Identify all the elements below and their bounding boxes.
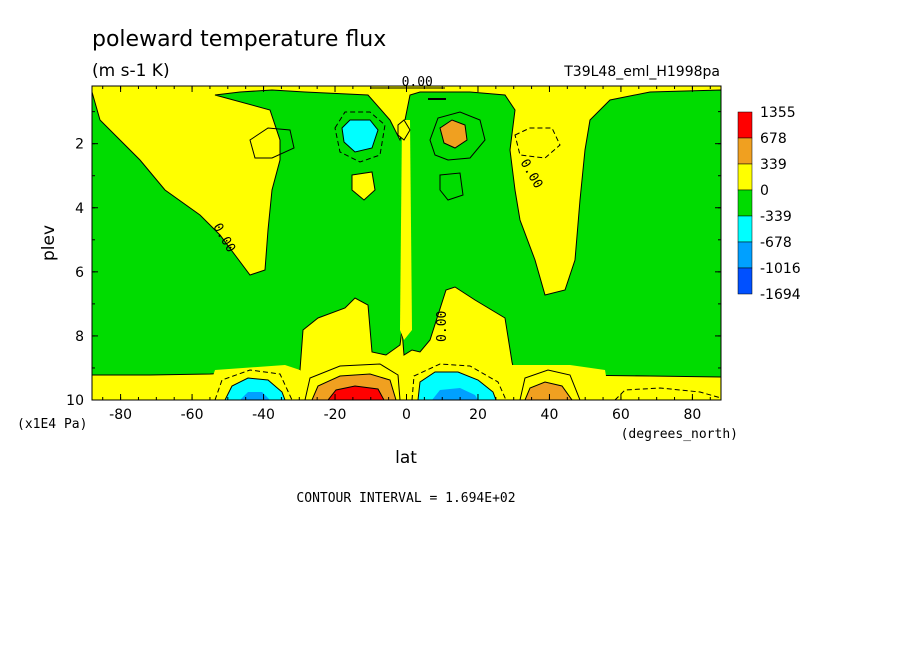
y-tick-label: 10 <box>66 393 84 409</box>
strong-negative-upper-sh <box>341 119 379 153</box>
y-tick-label: 6 <box>75 265 84 281</box>
positive-sliver-equator-top <box>397 119 411 141</box>
contour-line <box>519 369 581 400</box>
y-tick-label: 2 <box>75 137 84 153</box>
very-negative-surface-sh <box>240 392 270 400</box>
x-tick-label: 80 <box>683 407 701 423</box>
plot-area: 0.000.000.000.00 -80 -60 -40 -20 0 20 40 60 80 2… <box>66 75 722 423</box>
x-tick-label: -80 <box>109 407 132 423</box>
x-tick-label: -60 <box>181 407 204 423</box>
legend-label: -1016 <box>760 261 801 277</box>
x-tick-label: 0 <box>402 407 411 423</box>
chart-units: (m s-1 K) <box>92 61 170 81</box>
positive-region-surface <box>92 378 205 400</box>
x-tick-label: 60 <box>612 407 630 423</box>
very-negative-surface-eq <box>432 388 478 400</box>
chart-title: poleward temperature flux <box>92 27 386 52</box>
y-axis: 2 4 6 8 10 <box>66 111 721 409</box>
legend-swatch <box>737 137 753 165</box>
y-axis-units: (x1E4 Pa) <box>17 417 87 432</box>
legend-swatch <box>737 163 753 191</box>
legend-swatch <box>737 241 753 269</box>
contour-line <box>249 127 295 159</box>
dashed-contour-line <box>411 363 507 400</box>
legend-label: 678 <box>760 131 787 147</box>
negative-cell-right-upper <box>439 172 464 201</box>
dashed-contour-line <box>614 387 721 400</box>
x-axis-units: (degrees_north) <box>621 427 738 442</box>
run-label: T39L48_eml_H1998pa <box>563 64 720 80</box>
positive-region-equator <box>400 120 412 340</box>
x-tick-label: 40 <box>541 407 559 423</box>
y-tick-label: 8 <box>75 329 84 345</box>
dashed-contour-line <box>214 369 293 400</box>
legend-label: -678 <box>760 235 792 251</box>
dashed-contour-line <box>514 127 561 159</box>
legend-label: 339 <box>760 157 787 173</box>
legend-swatch <box>737 111 753 139</box>
x-axis: -80 -60 -40 -20 0 20 40 60 80 <box>102 86 711 423</box>
legend-swatch <box>737 267 753 295</box>
legend-label: -1694 <box>760 287 801 303</box>
legend-label: 1355 <box>760 105 796 121</box>
contour-label: 0.00 <box>435 311 450 342</box>
x-tick-label: -20 <box>324 407 347 423</box>
legend-swatch <box>737 215 753 243</box>
x-tick-label: -40 <box>252 407 275 423</box>
strong-positive-surface-nh <box>524 381 573 400</box>
legend-swatch <box>737 189 753 217</box>
legend-label: -339 <box>760 209 792 225</box>
contour-interval: CONTOUR INTERVAL = 1.694E+02 <box>296 491 515 506</box>
positive-region-surface-np <box>606 378 721 400</box>
x-axis-label: lat <box>395 448 417 468</box>
contour-line <box>304 363 401 400</box>
positive-cell-left-upper <box>351 171 376 201</box>
y-tick-label: 4 <box>75 201 84 217</box>
x-tick-label: 20 <box>469 407 487 423</box>
strong-negative-surface-sh <box>224 377 286 400</box>
color-legend: 1355 678 339 0 -339 -678 -1016 -1694 <box>737 105 801 303</box>
max-positive-surface-sh <box>327 385 385 400</box>
y-axis-label: plev <box>39 225 59 261</box>
strong-positive-upper-nh <box>439 119 468 149</box>
contour-line <box>429 111 486 161</box>
legend-label: 0 <box>760 183 769 199</box>
